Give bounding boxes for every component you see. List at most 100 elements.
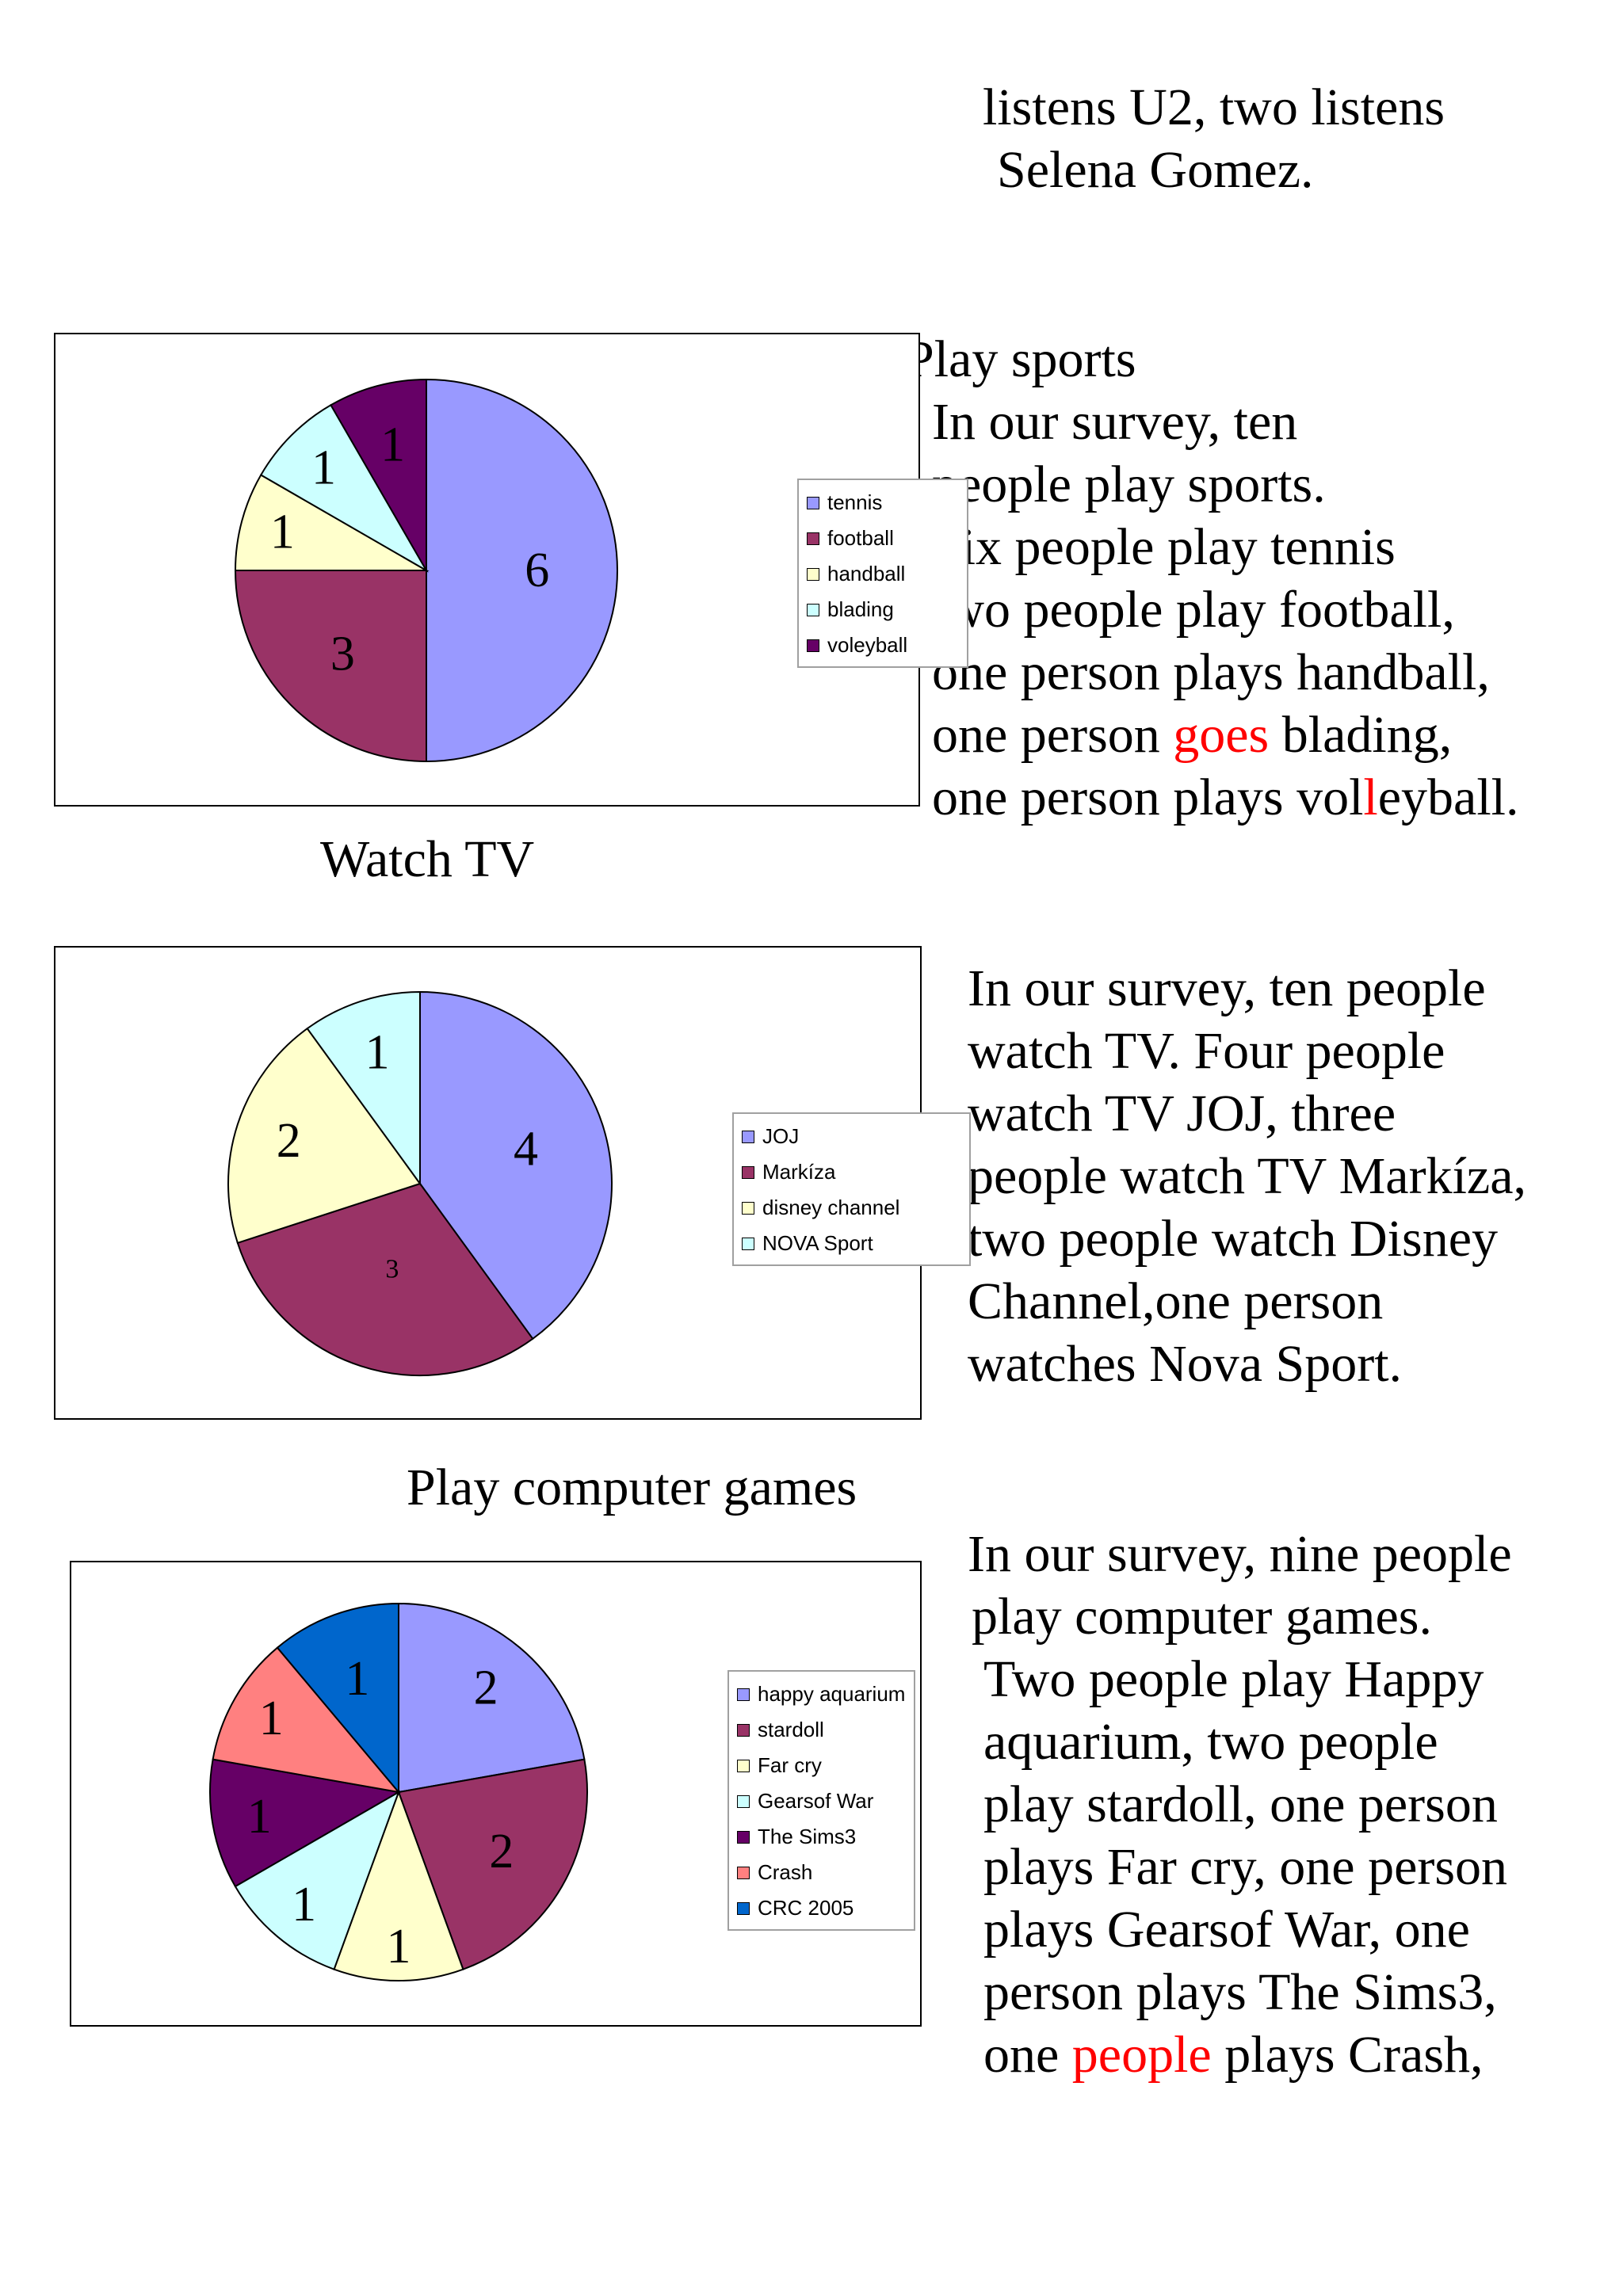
pie-slice-stardoll (397, 1758, 588, 1970)
legend-swatch (807, 639, 819, 652)
legend-item: Gearsof War (737, 1783, 906, 1819)
legend-label: football (827, 526, 894, 550)
pie-slice-handball (234, 474, 430, 571)
tv-line: watches Nova Sport. (968, 1335, 1403, 1393)
pie-data-label: 3 (385, 1255, 399, 1284)
legend-item: Markíza (742, 1154, 961, 1190)
legend-label: Far cry (758, 1753, 822, 1777)
legend-label: Markíza (762, 1160, 836, 1184)
legend-item: blading (807, 592, 959, 627)
sports-text: In our survey, ten people play sports. S… (932, 391, 1519, 829)
legend-label: voleyball (827, 633, 908, 657)
pie-data-label: 1 (380, 418, 405, 472)
legend-swatch (737, 1688, 750, 1701)
legend-label: Crash (758, 1860, 813, 1884)
legend-label: NOVA Sport (762, 1231, 873, 1255)
pie-data-label: 1 (292, 1878, 316, 1932)
legend-swatch (737, 1794, 750, 1808)
legend-label: JOJ (762, 1124, 800, 1148)
legend-item: NOVA Sport (742, 1226, 961, 1261)
tv-text: In our survey, ten people watch TV. Four… (968, 957, 1526, 1395)
legend-item: The Sims3 (737, 1819, 906, 1855)
games-text: In our survey, nine people play computer… (968, 1523, 1512, 1648)
legend-label: tennis (827, 490, 883, 514)
sports-line: people play sports. (932, 456, 1326, 513)
pie-data-label: 4 (514, 1123, 538, 1177)
legend-label: Gearsof War (758, 1789, 874, 1813)
pie-data-label: 1 (387, 1920, 411, 1974)
sports-line: one person goes blading, (932, 704, 1519, 766)
tv-line: two people watch Disney (968, 1210, 1498, 1268)
tv-pie: 4 3 2 1 (227, 990, 613, 1376)
intro-line-2: Selena Gomez. (997, 141, 1314, 199)
sports-line: In our survey, ten (932, 393, 1298, 451)
intro-text: listens U2, two listens Selena Gomez. (983, 76, 1445, 201)
games-heading: Play computer games (407, 1459, 857, 1516)
text-segment: one person plays vol (932, 769, 1364, 826)
legend-swatch (807, 567, 819, 581)
legend-label: blading (827, 597, 894, 621)
legend-item: Crash (737, 1855, 906, 1890)
tv-line: watch TV JOJ, three (968, 1085, 1396, 1142)
legend-swatch (742, 1165, 754, 1179)
sports-line: Six people play tennis (932, 518, 1396, 576)
text-segment: blading, (1269, 706, 1453, 764)
legend-label: The Sims3 (758, 1825, 857, 1848)
games-line: In our survey, nine people (968, 1525, 1512, 1583)
legend-item: voleyball (807, 627, 959, 663)
pie-data-label: 1 (270, 505, 295, 559)
pie-slice-tennis (426, 378, 618, 763)
pie-data-label: 1 (311, 441, 336, 494)
games-line: play stardoll, one person (983, 1775, 1498, 1833)
text-segment: one person (932, 706, 1174, 764)
intro-line-1: listens U2, two listens (983, 78, 1445, 136)
pie-slice-happy-aquarium (398, 1602, 586, 1794)
legend-item: JOJ (742, 1119, 961, 1154)
pie-slice-disney-channel (227, 1027, 422, 1245)
legend-swatch (737, 1723, 750, 1737)
legend-item: handball (807, 556, 959, 592)
pie-slice-football (234, 570, 427, 763)
games-line: person plays The Sims3, (983, 1963, 1497, 2021)
legend-label: disney channel (762, 1196, 900, 1219)
legend-swatch (742, 1237, 754, 1250)
sports-line: one person plays volleyball. (932, 766, 1519, 829)
legend-swatch (737, 1759, 750, 1772)
pie-slice-blading (259, 403, 429, 573)
games-text-continued: Two people play Happy aquarium, two peop… (983, 1648, 1507, 2086)
highlighted-letter: l (1363, 769, 1378, 826)
sports-line: one person plays handball, (932, 643, 1490, 701)
pie-data-label: 1 (259, 1691, 284, 1745)
legend-swatch (742, 1130, 754, 1143)
text-segment: eyball. (1377, 769, 1519, 826)
pie-data-label: 2 (277, 1114, 301, 1168)
legend-swatch (737, 1901, 750, 1915)
pie-data-label: 1 (247, 1790, 272, 1844)
pie-data-label: 6 (525, 543, 549, 597)
pie-slice-far-cry (333, 1790, 464, 1981)
tv-line: people watch TV Markíza, (968, 1147, 1526, 1205)
pie-slice-crc-2005 (276, 1602, 399, 1794)
highlighted-word: goes (1173, 706, 1270, 764)
games-line: Two people play Happy (983, 1650, 1484, 1708)
legend-swatch (807, 603, 819, 616)
legend-item: happy aquarium (737, 1676, 906, 1712)
legend-item: CRC 2005 (737, 1890, 906, 1926)
sports-legend: tennis football handball blading voleyball (797, 479, 968, 668)
pie-slice-nova-sport (306, 990, 421, 1187)
games-line: one people plays Crash, (983, 2023, 1507, 2086)
pie-data-label: 1 (345, 1652, 369, 1706)
legend-label: stardoll (758, 1718, 824, 1741)
legend-swatch (737, 1830, 750, 1844)
legend-swatch (807, 496, 819, 509)
sports-heading: Play sports (905, 330, 1136, 388)
pie-data-label: 2 (474, 1661, 498, 1715)
legend-swatch (807, 532, 819, 545)
sports-line: two people play football, (932, 581, 1455, 639)
tv-line: watch TV. Four people (968, 1022, 1445, 1080)
tv-legend: JOJ Markíza disney channel NOVA Sport (732, 1112, 971, 1266)
pie-data-label: 1 (365, 1025, 390, 1079)
